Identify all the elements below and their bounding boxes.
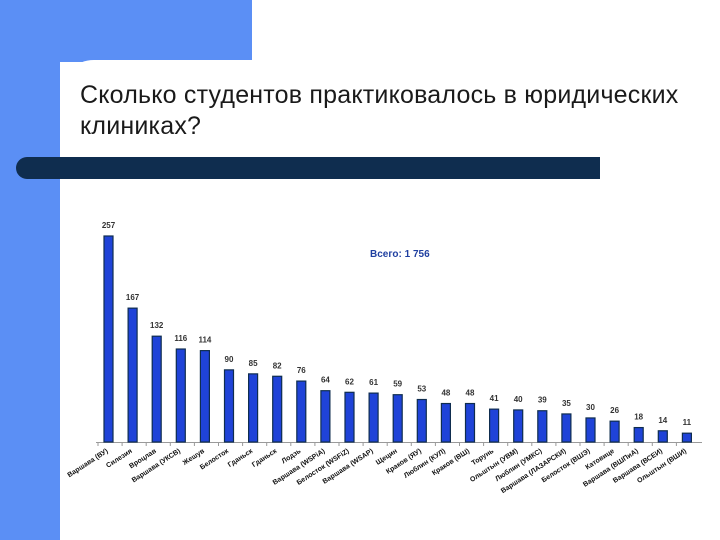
- decor-left-band: [0, 0, 60, 540]
- data-label: 41: [490, 394, 499, 403]
- bar: [223, 369, 235, 443]
- bar: [513, 409, 524, 443]
- x-tick-label: Люблин (КУЛ): [402, 447, 447, 480]
- data-label: 82: [273, 361, 282, 370]
- bar: [320, 390, 331, 443]
- bar: [199, 350, 210, 443]
- bar: [248, 373, 259, 443]
- data-label: 30: [586, 403, 595, 412]
- title-divider-bar: [16, 157, 600, 179]
- bar: [296, 380, 307, 443]
- bar: [368, 392, 379, 443]
- total-annotation: Всего: 1 756: [370, 249, 430, 260]
- bar: [464, 402, 476, 443]
- data-label: 90: [225, 355, 234, 364]
- x-tick-label: Гданьск: [251, 448, 279, 469]
- bar: [537, 410, 548, 443]
- data-label: 48: [466, 389, 475, 398]
- bar: [585, 417, 596, 443]
- bar: [489, 408, 500, 443]
- data-label: 64: [321, 376, 330, 385]
- bar: [151, 335, 162, 443]
- total-value: 1 756: [404, 249, 430, 260]
- data-label: 85: [249, 359, 258, 368]
- x-tick-label: Гданьск: [227, 448, 255, 469]
- bar: [272, 375, 283, 443]
- data-label: 26: [610, 406, 619, 415]
- slide-title: Сколько студентов практиковалось в юриди…: [80, 81, 679, 140]
- bar: [392, 394, 403, 443]
- slide-card: [60, 60, 720, 540]
- data-label: 167: [126, 293, 140, 302]
- bar: [609, 420, 620, 443]
- total-label: Всего:: [370, 249, 402, 260]
- x-tick-label: Варшава (ВУ): [67, 448, 110, 479]
- bar: [440, 402, 451, 443]
- data-label: 53: [417, 385, 426, 394]
- data-label: 14: [658, 416, 667, 425]
- data-label: 39: [538, 396, 547, 405]
- data-label: 48: [441, 389, 450, 398]
- data-label: 114: [198, 336, 211, 345]
- bar: [633, 426, 644, 443]
- bar: [681, 432, 693, 443]
- bar: [103, 235, 114, 443]
- data-label: 62: [345, 377, 354, 386]
- data-label: 76: [297, 366, 306, 375]
- data-label: 35: [562, 399, 571, 408]
- data-label: 116: [174, 334, 187, 343]
- data-label: 18: [634, 413, 643, 422]
- data-label: 257: [102, 221, 116, 230]
- data-label: 59: [393, 380, 402, 389]
- data-label: 61: [369, 378, 378, 387]
- bar: [561, 413, 572, 443]
- data-label: 11: [683, 418, 692, 427]
- bar: [127, 307, 138, 443]
- bar: [657, 430, 668, 443]
- bar: [344, 391, 355, 443]
- bar: [416, 398, 427, 443]
- data-label: 40: [514, 395, 523, 404]
- bar: [175, 348, 186, 443]
- data-label: 132: [150, 321, 164, 330]
